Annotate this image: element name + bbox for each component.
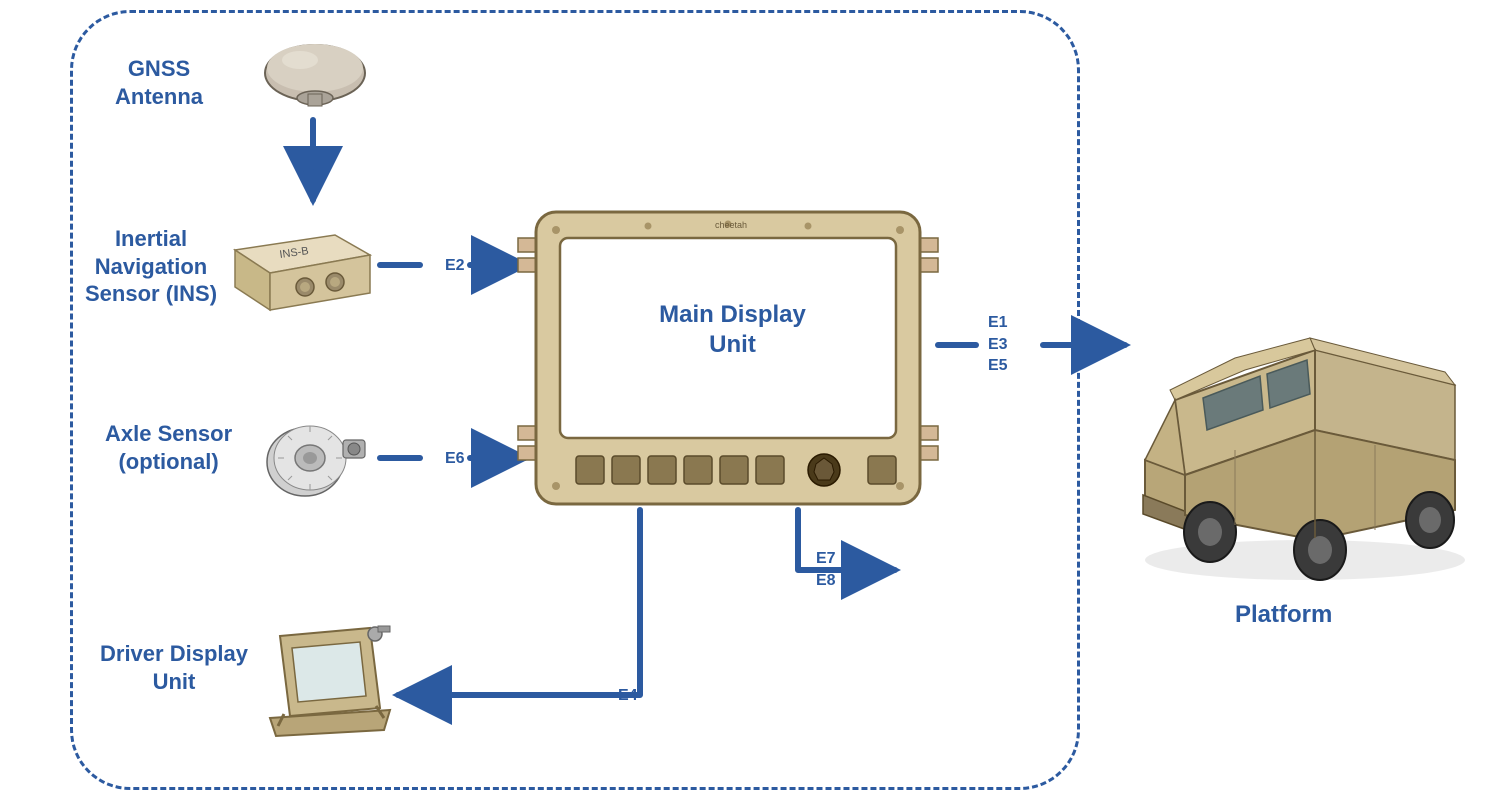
gnss-label: GNSS Antenna [115, 55, 203, 110]
edge-e4: E4 [618, 687, 638, 705]
ddu-label: Driver Display Unit [100, 640, 248, 695]
mdu-label: Main Display Unit [645, 300, 820, 360]
edge-e1-e3-e5: E1 E3 E5 [988, 312, 1008, 377]
axle-label: Axle Sensor (optional) [105, 420, 232, 475]
platform-label: Platform [1235, 600, 1332, 630]
edge-e2: E2 [445, 257, 465, 275]
edge-e7-e8: E7 E8 [816, 548, 836, 591]
edge-e6: E6 [445, 450, 465, 468]
edge-e10: E10 [300, 165, 328, 183]
ins-label: Inertial Navigation Sensor (INS) [85, 225, 217, 308]
svg-text:cheetah: cheetah [715, 220, 747, 230]
